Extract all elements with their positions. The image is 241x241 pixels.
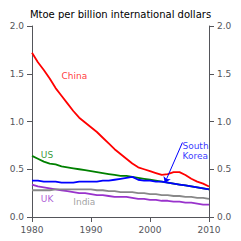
svg-text:India: India bbox=[73, 197, 95, 207]
svg-text:1.0: 1.0 bbox=[217, 117, 232, 127]
svg-text:Korea: Korea bbox=[182, 151, 208, 161]
svg-text:0.0: 0.0 bbox=[217, 212, 232, 222]
svg-text:1.5: 1.5 bbox=[10, 69, 24, 79]
svg-text:China: China bbox=[62, 71, 88, 81]
svg-text:2.0: 2.0 bbox=[10, 21, 25, 31]
svg-text:0.5: 0.5 bbox=[217, 164, 231, 174]
svg-text:0.0: 0.0 bbox=[10, 212, 25, 222]
svg-text:2.0: 2.0 bbox=[217, 21, 232, 31]
svg-text:South: South bbox=[182, 141, 208, 151]
svg-text:US: US bbox=[41, 150, 54, 160]
svg-text:2000: 2000 bbox=[139, 225, 162, 235]
svg-text:1980: 1980 bbox=[21, 225, 44, 235]
svg-text:1.5: 1.5 bbox=[217, 69, 231, 79]
svg-text:UK: UK bbox=[41, 194, 55, 204]
svg-text:Mtoe per billion international: Mtoe per billion international dollars bbox=[30, 9, 211, 20]
svg-text:0.5: 0.5 bbox=[10, 164, 24, 174]
svg-text:1990: 1990 bbox=[80, 225, 103, 235]
svg-text:2010: 2010 bbox=[198, 225, 221, 235]
svg-text:1.0: 1.0 bbox=[10, 117, 25, 127]
